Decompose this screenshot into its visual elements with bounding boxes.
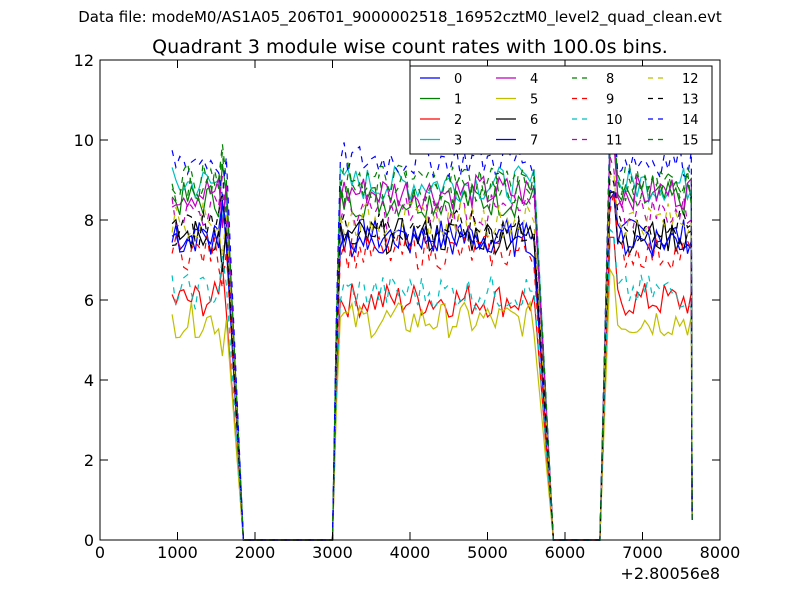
y-tick-label: 2 [84, 451, 94, 470]
legend-label-13: 13 [682, 93, 699, 108]
legend-label-5: 5 [530, 93, 538, 108]
x-tick-label: 2000 [235, 543, 276, 562]
x-tick-label: 1000 [157, 543, 198, 562]
x-tick-label: 3000 [312, 543, 353, 562]
x-offset-label: +2.80056e8 [620, 564, 720, 583]
x-tick-label: 5000 [467, 543, 508, 562]
chart-title: Quadrant 3 module wise count rates with … [152, 36, 668, 58]
x-tick-label: 4000 [390, 543, 431, 562]
legend-label-15: 15 [682, 134, 699, 149]
legend-label-12: 12 [682, 72, 699, 87]
legend-label-9: 9 [606, 93, 614, 108]
x-tick-label: 6000 [545, 543, 586, 562]
series-layer [171, 107, 693, 541]
ticks-layer: 0 1000 2000 3000 4000 5000 6000 7000 80000246810… [74, 51, 741, 562]
legend-label-11: 11 [606, 134, 623, 149]
y-tick-label: 12 [74, 51, 94, 70]
series-line-11 [171, 156, 693, 541]
x-tick-label: 8000 [700, 543, 741, 562]
x-tick-label: 7000 [622, 543, 663, 562]
y-tick-label: 0 [84, 531, 94, 550]
y-tick-label: 4 [84, 371, 94, 390]
legend-label-4: 4 [530, 72, 538, 87]
series-line-13 [172, 171, 693, 541]
legend-label-7: 7 [530, 134, 538, 149]
legend-label-8: 8 [606, 72, 614, 87]
legend-label-1: 1 [454, 93, 462, 108]
legend-label-14: 14 [682, 113, 699, 128]
data-file-title: Data file: modeM0/AS1A05_206T01_90000025… [78, 8, 722, 26]
legend-label-6: 6 [530, 113, 538, 128]
series-line-12 [171, 171, 693, 541]
series-line-5 [171, 267, 693, 541]
legend-label-2: 2 [454, 113, 462, 128]
series-line-15 [171, 116, 693, 541]
x-tick-label: 0 [95, 543, 105, 562]
y-tick-label: 6 [84, 291, 94, 310]
y-tick-label: 8 [84, 211, 94, 230]
series-line-8 [171, 136, 693, 541]
legend-label-0: 0 [454, 72, 462, 87]
y-tick-label: 10 [74, 131, 94, 150]
legend-label-3: 3 [454, 134, 462, 149]
legend-label-10: 10 [606, 113, 623, 128]
